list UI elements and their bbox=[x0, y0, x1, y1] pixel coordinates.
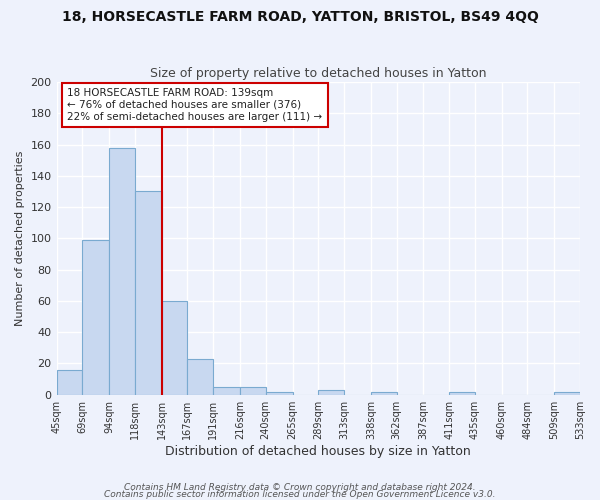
Bar bbox=[135, 192, 161, 394]
Bar bbox=[56, 370, 82, 394]
Title: Size of property relative to detached houses in Yatton: Size of property relative to detached ho… bbox=[150, 66, 487, 80]
Bar bbox=[109, 148, 135, 394]
Bar bbox=[213, 387, 240, 394]
Text: 18, HORSECASTLE FARM ROAD, YATTON, BRISTOL, BS49 4QQ: 18, HORSECASTLE FARM ROAD, YATTON, BRIST… bbox=[62, 10, 538, 24]
Bar bbox=[371, 392, 397, 394]
Bar bbox=[318, 390, 344, 394]
X-axis label: Distribution of detached houses by size in Yatton: Distribution of detached houses by size … bbox=[166, 444, 471, 458]
Text: Contains HM Land Registry data © Crown copyright and database right 2024.: Contains HM Land Registry data © Crown c… bbox=[124, 484, 476, 492]
Bar bbox=[82, 240, 109, 394]
Bar bbox=[187, 359, 213, 394]
Bar bbox=[240, 387, 266, 394]
Bar bbox=[554, 392, 580, 394]
Bar bbox=[449, 392, 475, 394]
Text: 18 HORSECASTLE FARM ROAD: 139sqm
← 76% of detached houses are smaller (376)
22% : 18 HORSECASTLE FARM ROAD: 139sqm ← 76% o… bbox=[67, 88, 322, 122]
Text: Contains public sector information licensed under the Open Government Licence v3: Contains public sector information licen… bbox=[104, 490, 496, 499]
Bar bbox=[161, 301, 187, 394]
Y-axis label: Number of detached properties: Number of detached properties bbox=[15, 150, 25, 326]
Bar bbox=[266, 392, 293, 394]
